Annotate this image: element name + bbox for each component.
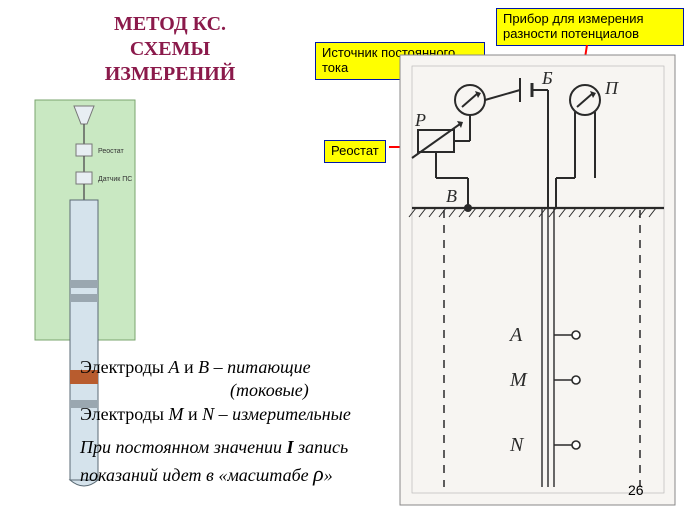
svg-text:Датчик ПС: Датчик ПС <box>98 176 132 183</box>
svg-text:Реостат: Реостат <box>98 148 125 155</box>
electrode-text: Электроды А и В – питающие(токовые)Элект… <box>80 356 400 488</box>
page-number: 26 <box>628 482 644 498</box>
